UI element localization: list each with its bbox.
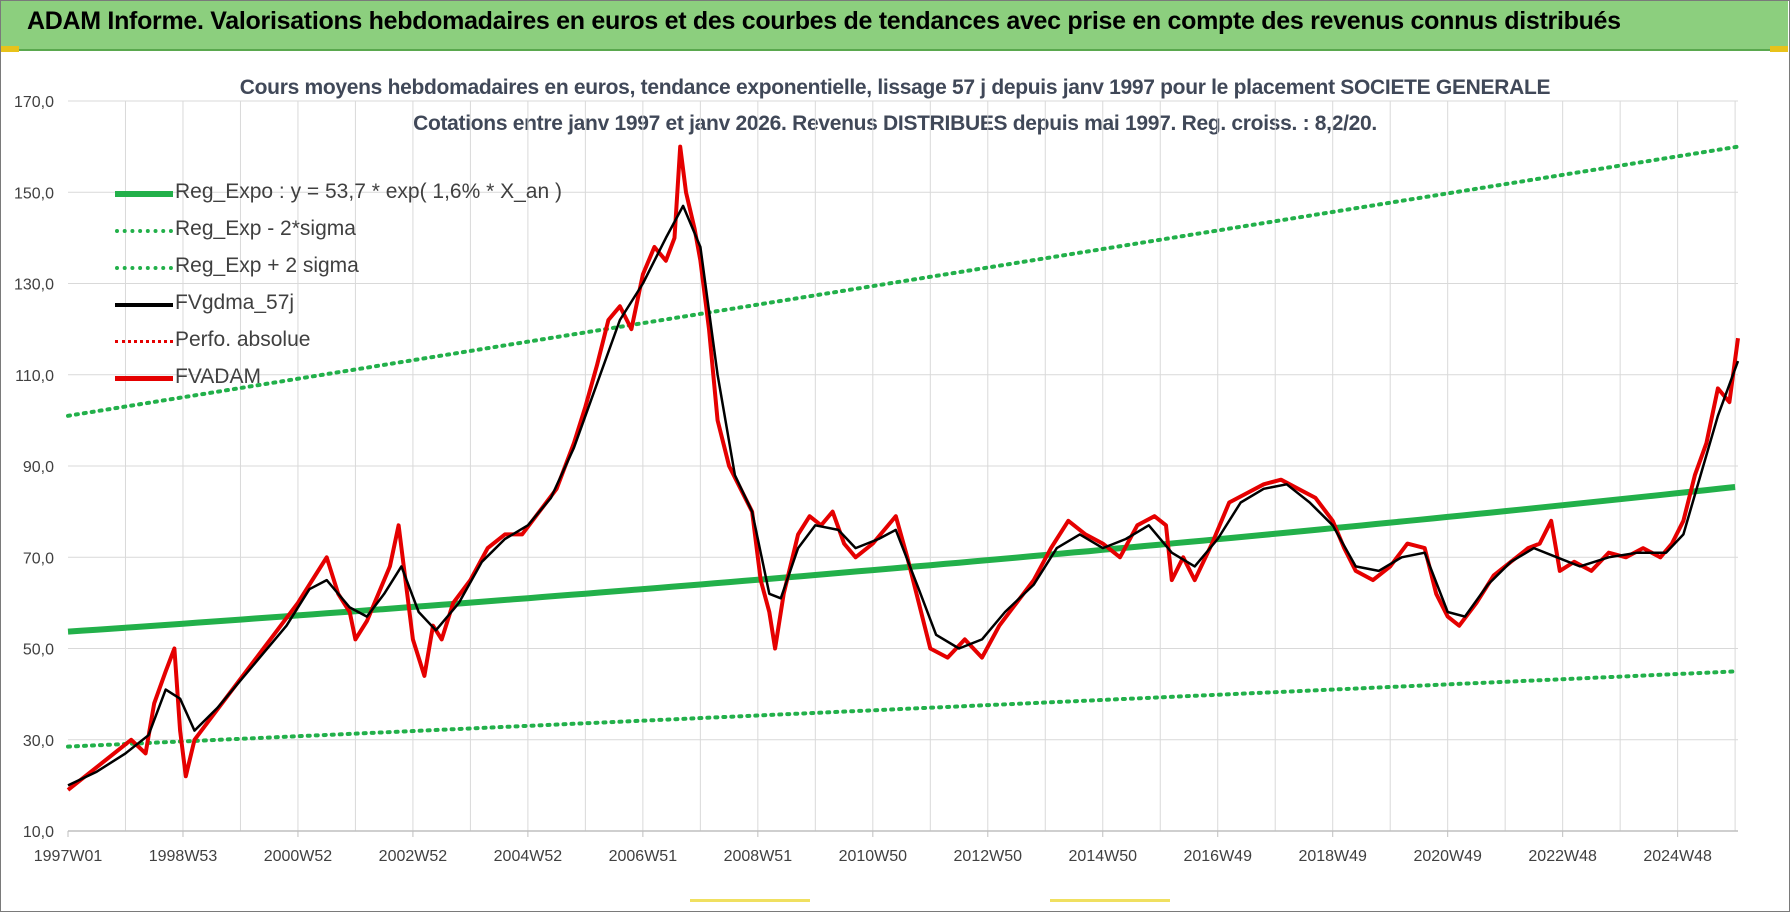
bottom-highlight-mark [690, 899, 810, 902]
x-tick-label: 2024W48 [1643, 848, 1712, 865]
bottom-highlight-mark [1050, 899, 1170, 902]
legend-swatch-solid-green [115, 191, 173, 197]
legend-swatch-solid-red [115, 376, 173, 381]
y-tick-label: 170,0 [14, 94, 54, 111]
y-tick-label: 50,0 [23, 642, 54, 659]
x-tick-label: 2018W49 [1298, 848, 1367, 865]
legend-item-reg-expo: Reg_Expo : y = 53,7 * exp( 1,6% * X_an ) [115, 177, 575, 213]
x-tick-label: 1997W01 [34, 848, 103, 865]
legend-label: FVgdma_57j [175, 291, 295, 314]
y-tick-label: 110,0 [15, 368, 54, 385]
y-tick-label: 150,0 [14, 185, 54, 202]
y-tick-label: 10,0 [23, 824, 54, 841]
x-tick-label: 2002W52 [379, 848, 448, 865]
corner-mark-left [1, 46, 19, 52]
legend-item-fvgdma: FVgdma_57j [115, 288, 575, 324]
y-tick-label: 130,0 [14, 277, 54, 294]
x-tick-label: 2020W49 [1413, 848, 1482, 865]
legend-item-fvadam: FVADAM [115, 362, 575, 398]
legend-item-perfo: Perfo. absolue [115, 325, 575, 361]
y-tick-label: 30,0 [23, 733, 54, 750]
series-layer [66, 144, 1740, 792]
x-tick-label: 1998W53 [149, 848, 218, 865]
x-tick-label: 2012W50 [954, 848, 1023, 865]
series-reg-exp-minus-2sigma [66, 669, 1740, 749]
x-tick-label: 2000W52 [264, 848, 333, 865]
series-reg-expo [67, 484, 1736, 635]
legend-label: Reg_Exp - 2*sigma [175, 217, 356, 240]
banner: ADAM Informe. Valorisations hebdomadaire… [1, 1, 1788, 51]
x-tick-label: 2004W52 [494, 848, 563, 865]
legend-label: Perfo. absolue [175, 328, 311, 351]
x-tick-label: 2008W51 [724, 848, 793, 865]
legend-item-reg-minus: Reg_Exp - 2*sigma [115, 214, 575, 250]
legend-label: Reg_Exp + 2 sigma [175, 254, 359, 277]
corner-mark-right [1770, 46, 1788, 52]
legend-swatch-dotted-green [115, 266, 173, 270]
y-tick-label: 90,0 [23, 459, 54, 476]
series-fvgdma-57j [67, 204, 1740, 787]
series-fvadam [66, 144, 1740, 792]
legend-swatch-solid-black [115, 303, 173, 307]
chart-subtitle: Cotations entre janv 1997 et janv 2026. … [413, 112, 1377, 135]
x-tick-label: 2006W51 [609, 848, 678, 865]
series-reg-exp-plus-2sigma [66, 144, 1740, 418]
y-tick-label: 70,0 [23, 550, 54, 567]
x-tick-label: 2010W50 [839, 848, 908, 865]
legend-label: Reg_Expo : y = 53,7 * exp( 1,6% * X_an ) [175, 180, 562, 203]
x-tick-label: 2014W50 [1069, 848, 1138, 865]
banner-title: ADAM Informe. Valorisations hebdomadaire… [27, 7, 1621, 35]
axes: 10,0 30,0 50,0 70,0 90,0 110,0 130,0 150,0 170,0… [14, 94, 1738, 865]
legend-item-reg-plus: Reg_Exp + 2 sigma [115, 251, 575, 287]
x-tick-label: 2016W49 [1183, 848, 1252, 865]
chart-title: Cours moyens hebdomadaires en euros, ten… [239, 76, 1551, 99]
legend-swatch-dotted-green [115, 229, 173, 233]
x-tick-label: 2022W48 [1528, 848, 1597, 865]
legend-label: FVADAM [175, 365, 261, 388]
legend-swatch-dotted-red [115, 340, 173, 343]
grid [68, 100, 1738, 832]
